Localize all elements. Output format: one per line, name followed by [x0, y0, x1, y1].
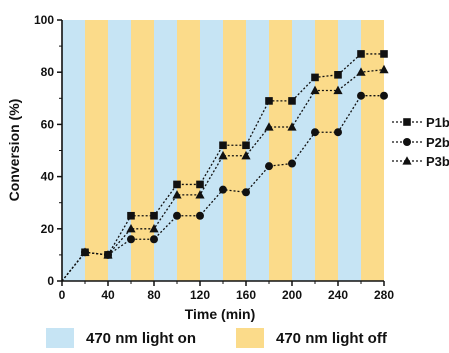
axes: [61, 20, 384, 282]
axis-ticks: 0 40 80 120 160 200 240 280 0 20 40 60 80 100: [34, 13, 394, 302]
data-point-p3b: [310, 85, 320, 95]
data-point-p2b: [265, 162, 273, 171]
legend-marker-p2b: [403, 138, 411, 146]
light-on-swatch: [46, 328, 74, 348]
x-tick-label: 80: [147, 288, 161, 302]
legend-label-p1b: P1b: [426, 115, 449, 130]
data-point-p1b: [288, 97, 296, 105]
data-point-p1b: [334, 71, 342, 79]
data-point-p1b: [219, 141, 227, 150]
legend-marker-p1b: [403, 118, 411, 126]
light-on-band: [200, 20, 223, 281]
data-point-p3b: [264, 122, 274, 131]
data-point-p2b: [196, 211, 204, 220]
light-legend: 470 nm light on 470 nm light off: [0, 324, 449, 350]
light-off-band: [223, 20, 246, 281]
legend-label-p3b: P3b: [426, 154, 449, 169]
light-on-band: [154, 20, 177, 281]
x-tick-label: 120: [190, 288, 210, 302]
x-tick-label: 240: [328, 288, 348, 302]
x-tick-label: 160: [236, 288, 256, 302]
light-on-band: [338, 20, 361, 281]
legend-marker-p3b: [402, 156, 412, 165]
data-point-p3b: [103, 250, 113, 259]
light-on-band: [292, 20, 315, 281]
light-off-band: [315, 20, 338, 281]
light-off-band: [269, 20, 292, 281]
light-off-band: [361, 20, 384, 281]
light-off-band: [177, 20, 200, 281]
data-point-p2b: [288, 159, 296, 168]
data-point-p2b: [311, 128, 319, 137]
data-point-p3b: [80, 247, 90, 256]
data-point-p2b: [357, 91, 365, 100]
data-series: [61, 50, 389, 282]
data-point-p3b: [218, 150, 228, 160]
y-axis-title: Conversion (%): [6, 99, 22, 202]
data-point-p3b: [126, 224, 136, 233]
data-point-p1b: [127, 211, 135, 220]
data-point-p3b: [149, 224, 159, 233]
data-point-p1b: [150, 211, 158, 220]
light-off-swatch: [236, 328, 264, 348]
data-point-p1b: [380, 50, 388, 58]
light-off-band: [131, 20, 154, 281]
data-point-p3b: [356, 67, 366, 76]
series-line-p3b: [61, 68, 385, 282]
light-off-label: 470 nm light off: [276, 329, 387, 347]
light-bands: [62, 20, 384, 281]
data-point-p3b: [379, 64, 389, 74]
light-on-band: [108, 20, 131, 281]
conversion-chart: 0 40 80 120 160 200 240 280 0 20 40 60 80 100 Time (m…: [6, 13, 449, 322]
data-point-p1b: [311, 73, 319, 82]
data-point-p2b: [150, 235, 158, 244]
light-off-legend-item: 470 nm light off: [236, 328, 387, 348]
y-tick-label: 20: [41, 222, 55, 236]
x-axis-title: Time (min): [185, 306, 256, 322]
light-on-label: 470 nm light on: [86, 329, 197, 347]
x-tick-label: 200: [282, 288, 302, 302]
data-point-p1b: [265, 97, 273, 105]
data-point-p2b: [127, 235, 135, 244]
y-tick-label: 60: [41, 117, 55, 131]
y-tick-label: 100: [34, 13, 54, 27]
data-point-p3b: [241, 150, 251, 160]
data-point-p2b: [380, 91, 388, 100]
data-point-p3b: [195, 190, 205, 199]
series-legend: P1b P2b P3b: [392, 115, 449, 169]
light-off-band: [85, 20, 108, 281]
y-tick-label: 0: [47, 274, 54, 288]
data-point-p3b: [333, 85, 343, 95]
data-point-p1b: [357, 50, 365, 58]
data-point-p2b: [334, 128, 342, 137]
light-on-band: [246, 20, 269, 281]
data-point-p3b: [172, 190, 182, 199]
data-point-p2b: [173, 211, 181, 220]
x-tick-label: 280: [374, 288, 394, 302]
light-on-legend-item: 470 nm light on: [46, 328, 196, 348]
x-tick-label: 40: [101, 288, 115, 302]
data-point-p1b: [196, 180, 204, 189]
light-on-band: [62, 20, 85, 281]
legend-label-p2b: P2b: [426, 135, 449, 150]
data-point-p1b: [242, 141, 250, 150]
data-point-p3b: [287, 122, 297, 131]
y-tick-label: 80: [41, 65, 55, 79]
data-point-p2b: [219, 185, 227, 194]
y-tick-label: 40: [41, 170, 55, 184]
data-point-p1b: [173, 180, 181, 189]
x-tick-label: 0: [59, 288, 66, 302]
data-point-p2b: [242, 188, 250, 197]
